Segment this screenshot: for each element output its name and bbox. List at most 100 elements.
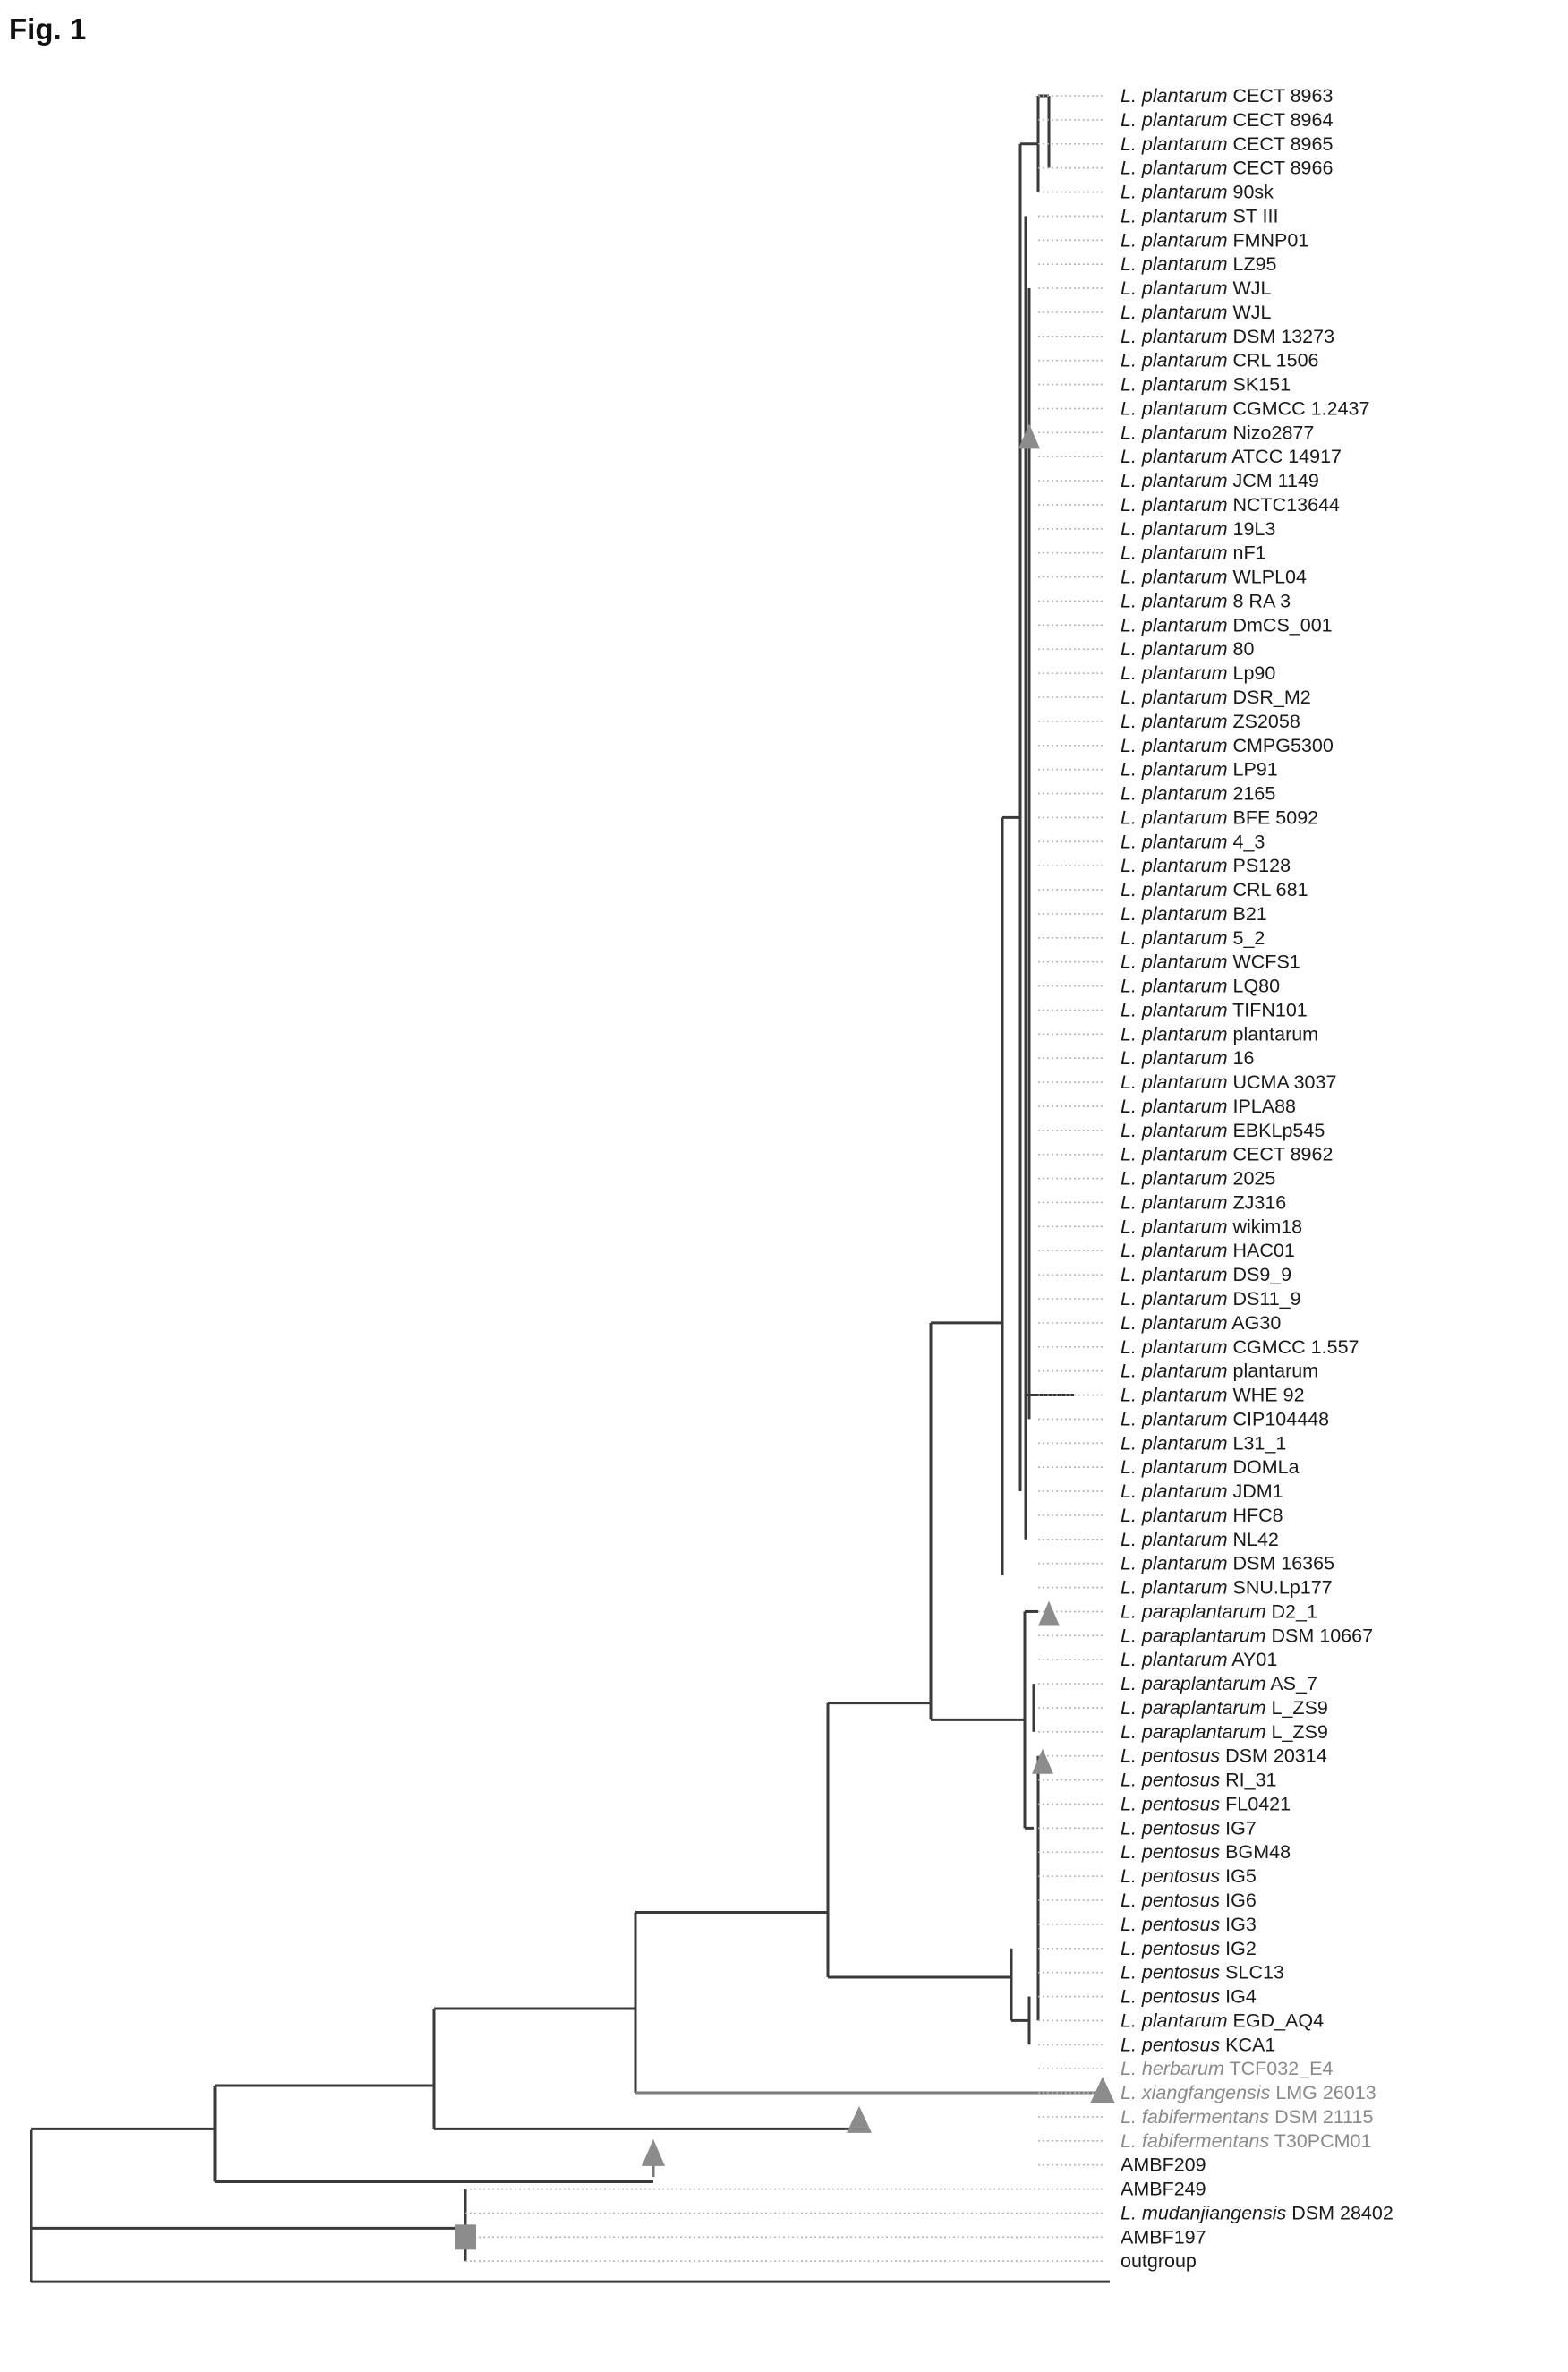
tip-strain: KCA1 (1220, 2034, 1275, 2055)
tip-strain: AY01 (1228, 1649, 1278, 1670)
tip-strain: L_ZS9 (1266, 1721, 1328, 1743)
tip-species: L. plantarum (1121, 1456, 1228, 1478)
tip-label: L. plantarum BFE 5092 (1121, 806, 1318, 828)
tip-strain: 2025 (1228, 1168, 1276, 1190)
tip-strain: DSM 10667 (1266, 1625, 1374, 1646)
tip-species: L. plantarum (1121, 1071, 1228, 1093)
tip-strain: Lp90 (1228, 662, 1276, 684)
tip-label: L. plantarum 90sk (1121, 182, 1274, 203)
tip-species: L. pentosus (1121, 1841, 1220, 1863)
tip-species: L. paraplantarum (1121, 1673, 1266, 1694)
tip-species: L. plantarum (1121, 494, 1228, 516)
tip-species: L. plantarum (1121, 1144, 1228, 1165)
tip-strain: BFE 5092 (1228, 806, 1319, 828)
tip-strain: SK151 (1228, 374, 1291, 396)
tip-species: L. plantarum (1121, 1264, 1228, 1285)
tip-label: L. plantarum DSR_M2 (1121, 687, 1311, 708)
tip-label: L. plantarum AY01 (1121, 1649, 1277, 1670)
tip-strain: CGMCC 1.557 (1228, 1336, 1359, 1358)
tip-label: L. plantarum 80 (1121, 638, 1254, 660)
tip-species: L. plantarum (1121, 614, 1228, 636)
tip-strain: IG5 (1220, 1865, 1257, 1887)
tip-species: L. plantarum (1121, 1385, 1228, 1406)
tip-species: L. paraplantarum (1121, 1721, 1266, 1743)
clade-marker-triangle (1018, 423, 1040, 449)
tip-strain: LQ80 (1228, 976, 1281, 997)
tip-strain: DSM 20314 (1220, 1745, 1327, 1767)
tip-species: L. plantarum (1121, 1361, 1228, 1382)
tip-strain: IPLA88 (1228, 1096, 1297, 1117)
tip-label: L. plantarum DS9_9 (1121, 1264, 1291, 1285)
tip-label: L. pentosus IG5 (1121, 1865, 1257, 1887)
tip-label: L. paraplantarum D2_1 (1121, 1600, 1317, 1622)
tip-strain: JCM 1149 (1228, 470, 1319, 491)
tip-species: L. plantarum (1121, 976, 1228, 997)
tip-label: L. plantarum DSM 16365 (1121, 1553, 1334, 1574)
tip-species: L. plantarum (1121, 1047, 1228, 1069)
tip-label: L. plantarum DSM 13273 (1121, 326, 1334, 347)
tip-strain: LP91 (1228, 759, 1278, 781)
tip-label: L. plantarum FMNP01 (1121, 229, 1308, 251)
tip-strain: SNU.Lp177 (1228, 1577, 1333, 1599)
tip-strain: DSR_M2 (1228, 687, 1311, 708)
tip-species: L. paraplantarum (1121, 1600, 1266, 1622)
tip-label: L. plantarum plantarum (1121, 1361, 1318, 1382)
tip-strain: DOMLa (1228, 1456, 1300, 1478)
tip-label: L. plantarum CECT 8966 (1121, 158, 1333, 179)
tip-species: L. xiangfangensis (1121, 2082, 1271, 2103)
tip-label: L. plantarum WCFS1 (1121, 951, 1300, 973)
tip-label: L. pentosus SLC13 (1121, 1962, 1284, 1984)
tip-label: L. plantarum SK151 (1121, 374, 1291, 396)
tip-label: L. pentosus RI_31 (1121, 1770, 1277, 1791)
tip-strain: NL42 (1228, 1529, 1279, 1550)
tip-species: L. fabifermentans (1121, 2106, 1269, 2128)
tip-strain: JDM1 (1228, 1480, 1283, 1502)
tip-label: L. plantarum DOMLa (1121, 1456, 1300, 1478)
tip-strain: WCFS1 (1228, 951, 1300, 973)
tip-species: L. plantarum (1121, 374, 1228, 396)
tip-strain: LMG 26013 (1270, 2082, 1376, 2103)
tip-label: L. plantarum JDM1 (1121, 1480, 1283, 1502)
tip-label: L. plantarum AG30 (1121, 1312, 1281, 1334)
clade-marker-triangle (1032, 1748, 1053, 1774)
tip-label: L. plantarum ATCC 14917 (1121, 446, 1342, 467)
tip-strain: 16 (1228, 1047, 1255, 1069)
tip-strain: ATCC 14917 (1228, 446, 1342, 467)
tip-species: L. plantarum (1121, 85, 1228, 107)
tip-label: L. herbarum TCF032_E4 (1121, 2058, 1333, 2079)
tip-species: L. herbarum (1121, 2058, 1224, 2079)
tip-label: L. plantarum 2165 (1121, 783, 1275, 805)
tip-strain: ZJ316 (1228, 1191, 1287, 1213)
tip-species: L. plantarum (1121, 1312, 1228, 1334)
tip-strain: CECT 8966 (1228, 158, 1334, 179)
tip-strain: FL0421 (1220, 1793, 1291, 1814)
tip-species: L. plantarum (1121, 1408, 1228, 1429)
tip-species: L. plantarum (1121, 1191, 1228, 1213)
tip-label: L. plantarum 8 RA 3 (1121, 590, 1291, 611)
tip-strain: TCF032_E4 (1224, 2058, 1334, 2079)
tip-label: L. xiangfangensis LMG 26013 (1121, 2082, 1376, 2103)
tip-strain: CECT 8964 (1228, 109, 1334, 131)
tip-species: L. paraplantarum (1121, 1697, 1266, 1719)
tip-label: L. plantarum CECT 8964 (1121, 109, 1333, 131)
tip-strain: plantarum (1228, 1361, 1319, 1382)
tip-label: AMBF197 (1121, 2226, 1206, 2248)
tip-strain: RI_31 (1220, 1770, 1276, 1791)
tip-species: L. plantarum (1121, 302, 1228, 323)
tip-strain: CECT 8963 (1228, 85, 1334, 107)
tip-strain: EGD_AQ4 (1228, 2009, 1325, 2031)
tip-strain: CRL 1506 (1228, 350, 1319, 371)
tip-label: L. plantarum 19L3 (1121, 518, 1275, 540)
tip-label: L. plantarum 5_2 (1121, 927, 1265, 949)
tip-species: L. plantarum (1121, 1432, 1228, 1454)
tip-label: L. plantarum CRL 1506 (1121, 350, 1319, 371)
tip-species: L. plantarum (1121, 1505, 1228, 1526)
tip-label: L. plantarum CGMCC 1.2437 (1121, 397, 1369, 419)
tip-label: L. plantarum 2025 (1121, 1168, 1275, 1190)
tip-strain: EBKLp545 (1228, 1120, 1325, 1141)
tip-label: L. plantarum EBKLp545 (1121, 1120, 1325, 1141)
tree-branches (30, 94, 1110, 2283)
tip-label: L. plantarum WJL (1121, 302, 1272, 323)
tip-species: L. plantarum (1121, 903, 1228, 925)
